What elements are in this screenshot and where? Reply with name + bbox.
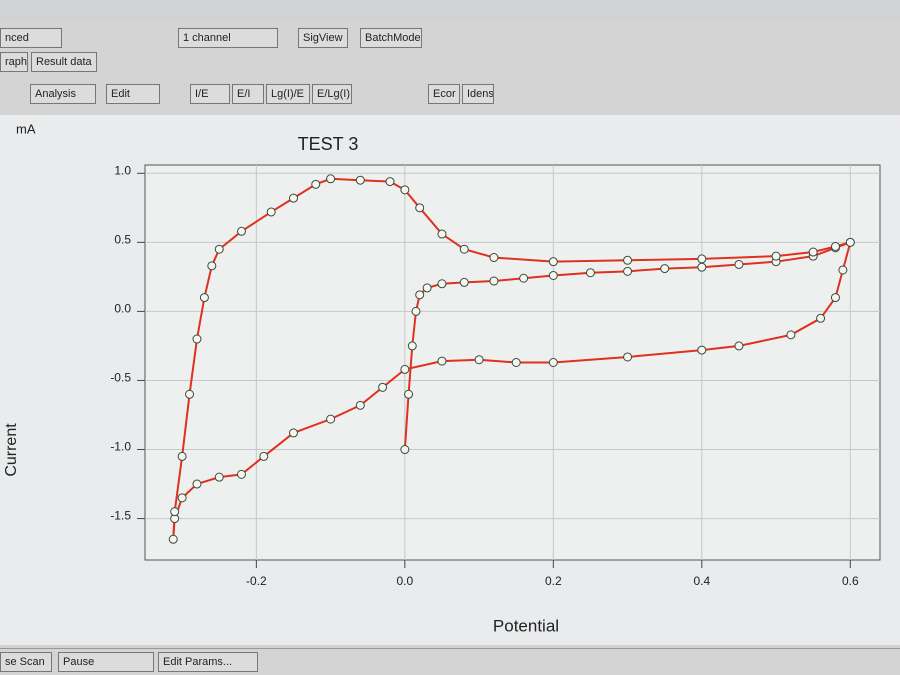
data-point <box>623 266 633 276</box>
chart: mA TEST 3 Potential Current 1.0 0.5 0.0 -0.… <box>0 115 900 645</box>
data-point <box>519 273 529 283</box>
x-tick-label: 0.6 <box>842 574 859 588</box>
data-point <box>185 389 195 399</box>
data-point <box>237 226 247 236</box>
data-point <box>830 241 840 251</box>
data-point <box>489 253 499 263</box>
x-axis-title: Potential <box>493 616 559 635</box>
data-point <box>326 174 336 184</box>
chart-title: TEST 3 <box>298 134 359 154</box>
toolbar-control[interactable]: 1 channel <box>178 28 278 48</box>
data-point <box>489 276 499 286</box>
data-point <box>378 382 388 392</box>
y-tick-label: -0.5 <box>110 371 131 385</box>
toolbar-control[interactable]: SigView <box>298 28 348 48</box>
data-point <box>400 364 410 374</box>
data-point <box>192 334 202 344</box>
data-point <box>266 207 276 217</box>
toolbar-button[interactable]: Ecor <box>428 84 460 104</box>
data-point <box>400 185 410 195</box>
data-point <box>415 203 425 213</box>
data-point <box>311 179 321 189</box>
data-point <box>697 254 707 264</box>
data-point <box>177 493 187 503</box>
data-point <box>207 261 217 271</box>
data-point <box>786 330 796 340</box>
y-axis-title: Current <box>3 423 20 477</box>
data-point <box>199 293 209 303</box>
data-point <box>830 293 840 303</box>
data-point <box>459 244 469 254</box>
data-point <box>407 341 417 351</box>
data-point <box>288 193 298 203</box>
data-point <box>437 229 447 239</box>
data-point <box>623 255 633 265</box>
toolbar-button[interactable]: Lg(I)/E <box>266 84 310 104</box>
toolbar-control[interactable]: BatchMode <box>360 28 422 48</box>
y-tick-label: 0.0 <box>114 302 131 316</box>
data-point <box>385 177 395 187</box>
bottom-button[interactable]: Edit Params... <box>158 652 258 672</box>
toolbar-button[interactable]: Edit <box>106 84 160 104</box>
toolbar-button[interactable]: E/I <box>232 84 264 104</box>
tab[interactable]: raph <box>0 52 28 72</box>
data-point <box>623 352 633 362</box>
data-point <box>845 237 855 247</box>
data-point <box>355 175 365 185</box>
x-tick-label: 0.2 <box>545 574 562 588</box>
data-point <box>415 290 425 300</box>
data-point <box>259 451 269 461</box>
toolbar-button[interactable]: E/Lg(I) <box>312 84 352 104</box>
data-point <box>511 358 521 367</box>
data-point <box>170 507 180 517</box>
data-point <box>808 247 818 257</box>
data-point <box>437 279 447 289</box>
data-point <box>697 345 707 355</box>
data-point <box>585 268 595 278</box>
y-tick-label: 0.5 <box>114 233 131 247</box>
data-point <box>355 400 365 410</box>
toolbar-button[interactable]: I/E <box>190 84 230 104</box>
data-point <box>548 257 558 267</box>
data-point <box>214 472 224 482</box>
data-point <box>660 264 670 274</box>
data-point <box>697 262 707 272</box>
toolbar-control[interactable]: nced <box>0 28 62 48</box>
y-tick-label: 1.0 <box>114 163 131 177</box>
x-tick-label: -0.2 <box>246 574 267 588</box>
data-point <box>459 277 469 287</box>
y-tick-label: -1.0 <box>110 440 131 454</box>
unit-label: mA <box>16 121 36 136</box>
data-point <box>326 414 336 424</box>
data-point <box>168 534 178 544</box>
data-point <box>474 355 484 365</box>
data-point <box>771 251 781 261</box>
data-point <box>192 479 202 489</box>
data-point <box>734 341 744 351</box>
data-point <box>214 244 224 254</box>
bottom-button[interactable]: Pause <box>58 652 154 672</box>
data-point <box>838 265 848 275</box>
data-point <box>177 451 187 461</box>
x-tick-label: 0.0 <box>397 574 414 588</box>
toolbar-button[interactable]: Idens <box>462 84 494 104</box>
data-point <box>400 445 410 455</box>
toolbar-button[interactable]: Analysis <box>30 84 96 104</box>
data-point <box>548 358 558 367</box>
data-point <box>548 270 558 280</box>
data-point <box>816 313 826 323</box>
x-tick-label: 0.4 <box>693 574 710 588</box>
data-point <box>404 389 414 399</box>
data-point <box>237 469 247 479</box>
data-point <box>288 428 298 438</box>
bottom-button[interactable]: se Scan <box>0 652 52 672</box>
data-point <box>734 259 744 269</box>
tab[interactable]: Result data <box>31 52 97 72</box>
data-point <box>437 356 447 366</box>
y-tick-label: -1.5 <box>110 509 131 523</box>
data-point <box>411 306 421 316</box>
data-point <box>422 283 432 293</box>
